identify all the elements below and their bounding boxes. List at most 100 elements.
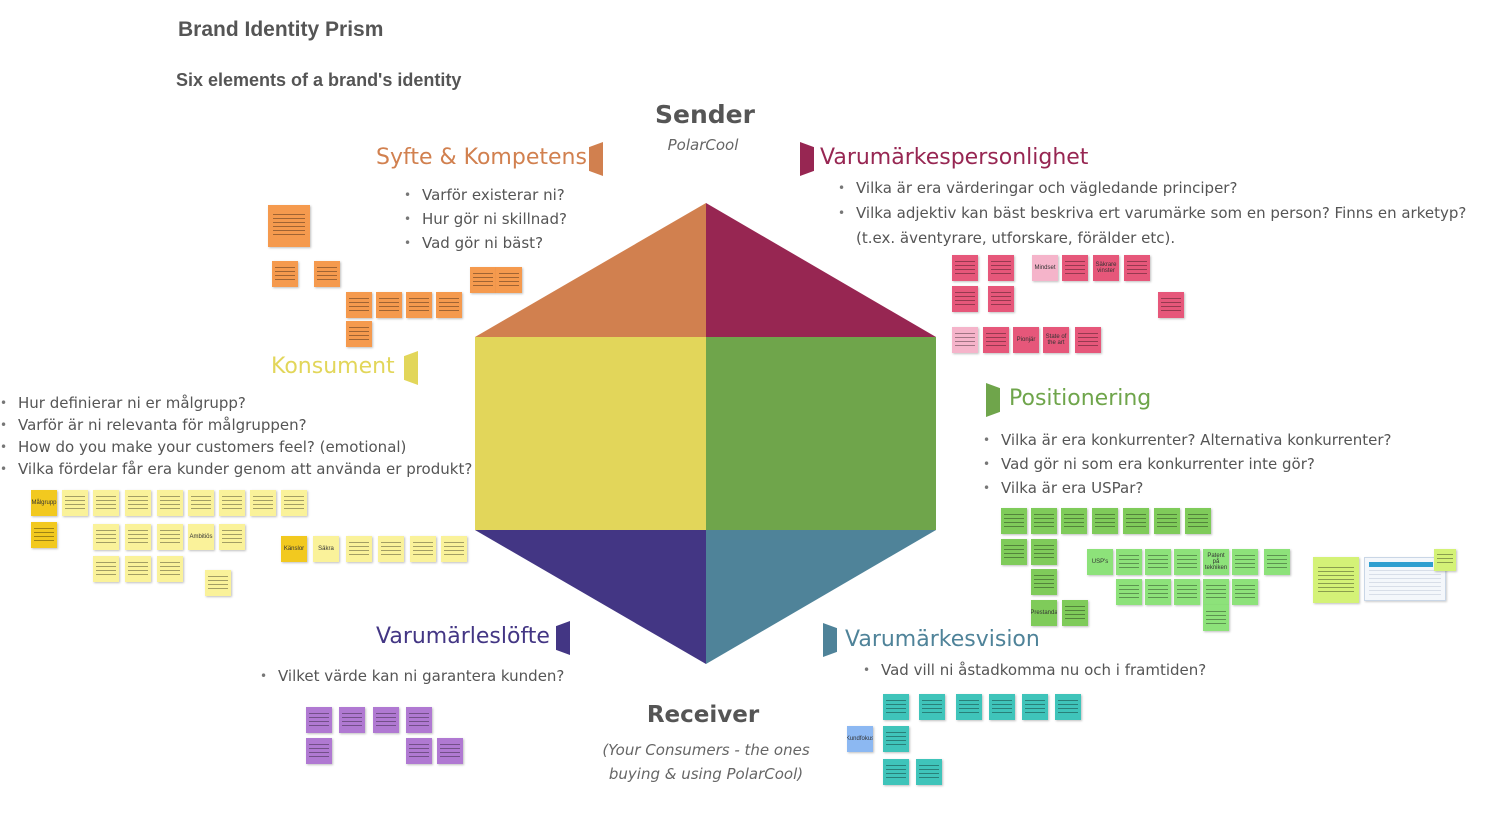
sticky-note[interactable] [93, 556, 119, 582]
sticky-note[interactable] [1062, 255, 1088, 281]
sticky-note[interactable] [989, 694, 1015, 720]
sticky-note[interactable] [1075, 327, 1101, 353]
sticky-note[interactable] [406, 707, 432, 733]
sticky-note[interactable] [1154, 508, 1180, 534]
sticky-note[interactable] [125, 524, 151, 550]
sticky-note[interactable] [1061, 508, 1087, 534]
sticky-note[interactable] [1116, 549, 1142, 575]
sticky-note[interactable]: Pionjär [1013, 327, 1039, 353]
sticky-note[interactable] [1124, 255, 1150, 281]
sticky-note[interactable]: Känslor [281, 536, 307, 562]
sticky-note[interactable] [1145, 579, 1171, 605]
sticky-note[interactable] [406, 292, 432, 318]
screenshot-thumbnail[interactable] [1364, 557, 1446, 601]
sticky-note[interactable] [1203, 579, 1229, 605]
prism-segment-loefte [475, 530, 706, 664]
sticky-note[interactable] [188, 490, 214, 516]
sticky-note-label: Patent på tekniken [1204, 553, 1228, 571]
syfte-question: Hur gör ni skillnad? [404, 207, 567, 231]
sticky-note[interactable] [1203, 605, 1229, 631]
sticky-note[interactable] [1232, 549, 1258, 575]
sticky-note[interactable] [437, 738, 463, 764]
sticky-note-label: Ambitiös [189, 534, 213, 540]
sticky-note[interactable]: USP's [1087, 549, 1113, 575]
sticky-note[interactable] [1185, 508, 1211, 534]
sticky-note[interactable]: Patent på tekniken [1203, 549, 1229, 575]
sticky-note[interactable] [883, 726, 909, 752]
sticky-note[interactable] [219, 490, 245, 516]
sticky-note[interactable] [339, 707, 365, 733]
sticky-note[interactable] [93, 490, 119, 516]
sticky-note[interactable] [1092, 508, 1118, 534]
sticky-note[interactable] [956, 694, 982, 720]
sticky-note[interactable] [441, 536, 467, 562]
sticky-note[interactable] [952, 327, 978, 353]
sticky-note[interactable] [281, 490, 307, 516]
sticky-note[interactable] [1062, 600, 1088, 626]
sticky-note[interactable] [1264, 549, 1290, 575]
sticky-note[interactable] [1031, 508, 1057, 534]
sticky-note[interactable] [268, 205, 310, 247]
sticky-note[interactable] [470, 267, 496, 293]
sticky-note[interactable] [1031, 569, 1057, 595]
sticky-note[interactable] [31, 522, 57, 548]
sticky-note[interactable] [306, 738, 332, 764]
sticky-note[interactable] [219, 524, 245, 550]
sticky-note[interactable]: Säkra [313, 536, 339, 562]
sticky-note[interactable] [406, 738, 432, 764]
sticky-note[interactable] [410, 536, 436, 562]
sticky-note[interactable]: Målgrupp [31, 490, 57, 516]
sticky-note[interactable] [988, 286, 1014, 312]
sticky-note[interactable] [373, 707, 399, 733]
sticky-note[interactable]: Kundfokus [847, 726, 873, 752]
sticky-note[interactable] [157, 556, 183, 582]
sticky-note[interactable] [496, 267, 522, 293]
sticky-note[interactable] [1313, 557, 1359, 603]
sticky-note[interactable] [1001, 508, 1027, 534]
sticky-note[interactable]: State of the art [1043, 327, 1069, 353]
sticky-note[interactable] [125, 556, 151, 582]
sticky-note[interactable] [1055, 694, 1081, 720]
sticky-note-label: Mindset [1034, 265, 1056, 271]
sticky-note[interactable] [1123, 508, 1149, 534]
sticky-note[interactable] [314, 261, 340, 287]
sticky-note[interactable] [1232, 579, 1258, 605]
sticky-note[interactable] [988, 255, 1014, 281]
sticky-note[interactable] [93, 524, 119, 550]
sticky-note[interactable] [378, 536, 404, 562]
sticky-note[interactable] [1116, 579, 1142, 605]
sticky-note[interactable] [1001, 539, 1027, 565]
sticky-note[interactable] [62, 490, 88, 516]
sticky-note[interactable] [1145, 549, 1171, 575]
sticky-note[interactable] [952, 286, 978, 312]
sticky-note[interactable] [916, 759, 942, 785]
sticky-note[interactable] [346, 321, 372, 347]
sticky-note[interactable] [1158, 292, 1184, 318]
sticky-note[interactable]: Ambitiös [188, 524, 214, 550]
sticky-note[interactable] [250, 490, 276, 516]
sticky-note[interactable] [272, 261, 298, 287]
sticky-note[interactable] [883, 694, 909, 720]
sticky-note[interactable] [1031, 539, 1057, 565]
sticky-note[interactable] [1174, 549, 1200, 575]
sticky-note[interactable] [125, 490, 151, 516]
sticky-note[interactable]: Säkrare vinster [1093, 255, 1119, 281]
sticky-note[interactable] [919, 694, 945, 720]
sticky-note[interactable] [952, 255, 978, 281]
sticky-note[interactable] [883, 759, 909, 785]
sticky-note[interactable] [157, 524, 183, 550]
sticky-note[interactable] [346, 292, 372, 318]
sticky-note[interactable] [346, 536, 372, 562]
sticky-note[interactable] [1434, 549, 1456, 571]
sticky-note[interactable] [1022, 694, 1048, 720]
sticky-note[interactable]: Mindset [1032, 255, 1058, 281]
sticky-note[interactable] [376, 292, 402, 318]
sticky-note[interactable] [306, 707, 332, 733]
sticky-note[interactable] [1174, 579, 1200, 605]
sticky-note[interactable] [436, 292, 462, 318]
sticky-note[interactable] [983, 327, 1009, 353]
sticky-note[interactable] [157, 490, 183, 516]
section-title-vision: Varumärkesvision [845, 627, 1040, 652]
sticky-note[interactable]: Prestanda [1031, 600, 1057, 626]
sticky-note[interactable] [205, 570, 231, 596]
